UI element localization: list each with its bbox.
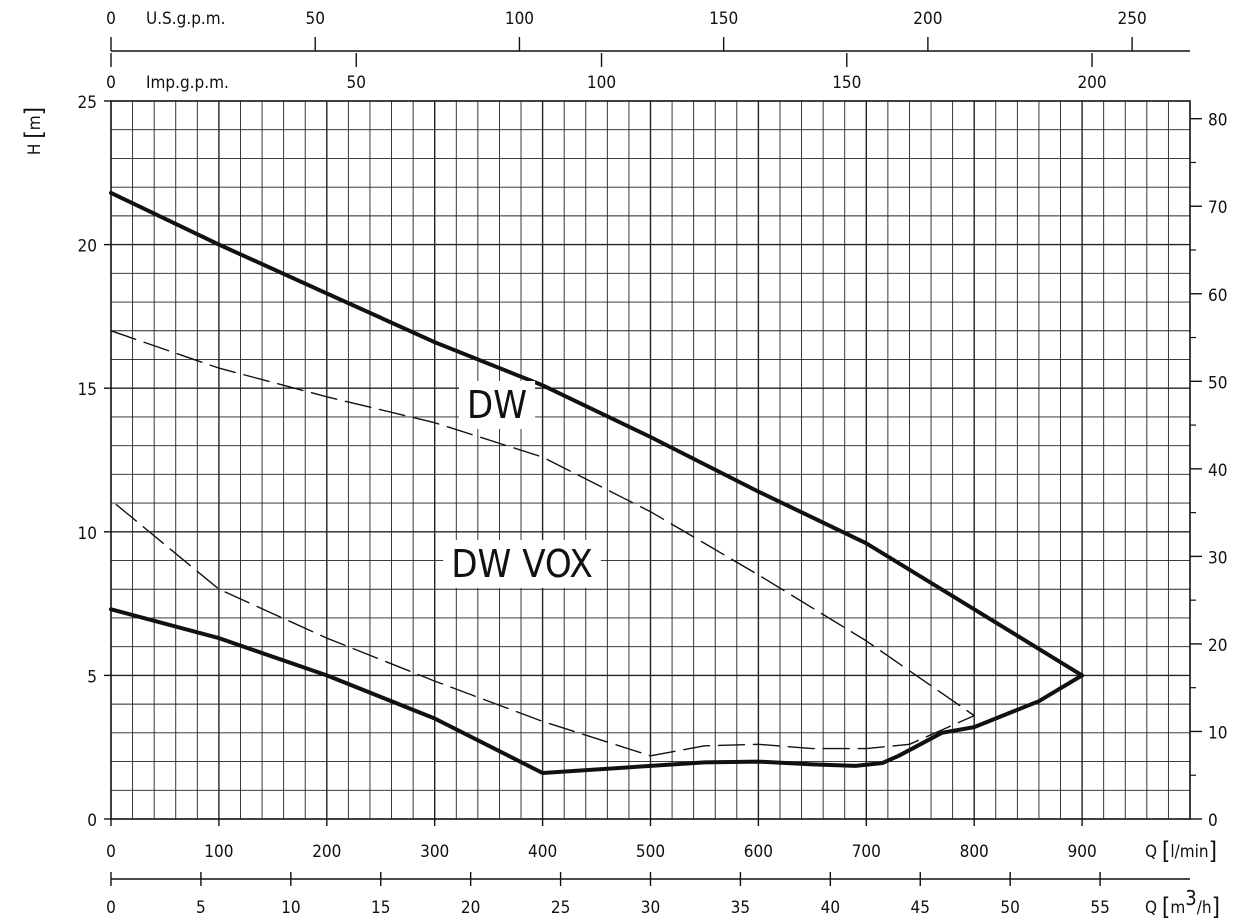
curve-label-dw-vox-group: DW VOX [443,540,601,588]
top-tick-label-us-gpm: 200 [913,9,942,29]
curve-label-dw-background [458,381,536,429]
top-tick-label-us-gpm: 100 [505,9,534,29]
top-tick-label-us-gpm: 0 [106,9,116,29]
y-tick-label-right: 10 [1208,723,1227,743]
y-tick-label-left: 10 [78,524,97,544]
series-curve-dw [109,190,1085,775]
chart-series [109,190,1085,775]
top-tick-label-us-gpm: 250 [1118,9,1147,29]
curve-label-dw-vox-background [443,540,601,588]
x-tick-label-m3h: 55 [1090,898,1109,918]
x-tick-label-lpm: 900 [1068,842,1097,862]
y-tick-label-right: 30 [1208,548,1227,568]
x-tick-label-m3h: 30 [641,898,660,918]
x-tick-label-lpm: 400 [528,842,557,862]
chart-grid [111,101,1190,819]
x-tick-label-lpm: 600 [744,842,773,862]
x-tick-label-lpm: 100 [204,842,233,862]
x-tick-label-lpm: 500 [636,842,665,862]
y-tick-label-right: 20 [1208,636,1227,656]
x-axis-title-lpm: Q [l/min] [1145,837,1217,865]
x-tick-label-lpm: 300 [420,842,449,862]
x-tick-label-lpm: 0 [106,842,116,862]
top-tick-label-us-gpm: 150 [709,9,738,29]
curve-label-dw-group: DW [458,381,536,429]
x-tick-label-m3h: 40 [821,898,840,918]
series-curve-dw-vox [110,330,975,757]
x-axis-title-m3h: Q [m3/h] [1145,886,1220,921]
x-tick-label-m3h: 0 [106,898,116,918]
y-tick-label-right: 60 [1208,286,1227,306]
y-tick-label-right: 50 [1208,373,1227,393]
top-axis-title-us-gpm: U.S.g.p.m. [146,9,226,29]
x-tick-label-m3h: 20 [461,898,480,918]
x-tick-label-m3h: 5 [196,898,206,918]
x-tick-label-m3h: 25 [551,898,570,918]
x-tick-label-m3h: 45 [911,898,930,918]
x-tick-label-m3h: 50 [1000,898,1019,918]
x-tick-label-m3h: 15 [371,898,390,918]
top-axis-title-imp-gpm: Imp.g.p.m. [146,73,229,93]
top-tick-label-us-gpm: 50 [305,9,324,29]
top-tick-label-imp-gpm: 200 [1077,73,1106,93]
x-tick-label-lpm: 800 [960,842,989,862]
x-tick-label-lpm: 700 [852,842,881,862]
y-tick-label-left: 0 [87,811,97,831]
curve-label-dw-vox: DW VOX [451,542,593,586]
top-tick-label-imp-gpm: 50 [347,73,366,93]
y-tick-label-left: 25 [78,93,97,113]
y-tick-label-right: 70 [1208,198,1227,218]
y-tick-label-right: 80 [1208,111,1227,131]
curve-label-dw: DW [467,383,527,427]
x-tick-label-m3h: 35 [731,898,750,918]
y-tick-label-left: 20 [78,237,97,257]
x-tick-label-m3h: 10 [281,898,300,918]
x-tick-label-lpm: 200 [312,842,341,862]
y-tick-label-left: 5 [87,667,97,687]
top-tick-label-imp-gpm: 150 [832,73,861,93]
y-tick-label-right: 0 [1208,811,1218,831]
curve-labels: DW DW VOX [443,381,601,588]
top-tick-label-imp-gpm: 100 [587,73,616,93]
y-axis-title-left: H [m] [20,107,48,155]
y-tick-label-left: 15 [78,380,97,400]
chart-axes: 0 100 200 300 400 500 600 700 800 900 Q [l/min]0 5 1… [20,9,1227,921]
top-tick-label-imp-gpm: 0 [106,73,116,93]
y-tick-label-right: 40 [1208,461,1227,481]
